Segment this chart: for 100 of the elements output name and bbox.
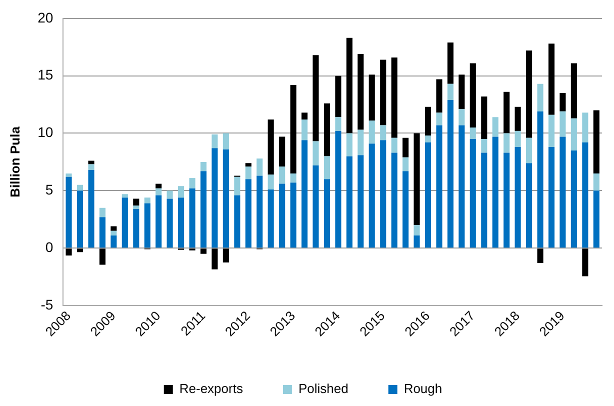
bar — [391, 138, 398, 153]
bar — [110, 226, 117, 231]
y-tick-label: 15 — [38, 66, 54, 83]
bar — [548, 114, 555, 148]
bar — [358, 130, 364, 156]
bar — [514, 106, 521, 131]
bar — [414, 225, 420, 236]
bar — [200, 171, 207, 248]
bar — [380, 140, 386, 248]
bar — [582, 112, 588, 142]
bar — [593, 173, 600, 191]
bar — [88, 170, 94, 248]
bar — [560, 111, 566, 137]
bar — [470, 63, 476, 128]
bar — [189, 188, 196, 248]
bar — [570, 118, 577, 150]
bar — [324, 103, 330, 156]
bar — [301, 140, 308, 248]
bar — [358, 155, 364, 248]
bar — [212, 134, 218, 148]
bar — [110, 235, 117, 248]
bar — [368, 144, 375, 248]
bar — [424, 142, 432, 248]
bar — [537, 248, 544, 264]
bar — [346, 38, 352, 134]
bar — [76, 190, 84, 248]
bar — [481, 152, 488, 248]
bar — [76, 184, 84, 191]
bar — [414, 235, 420, 248]
bar — [582, 142, 588, 248]
bar — [436, 79, 442, 113]
bar — [189, 178, 196, 188]
bar — [424, 136, 432, 142]
bar — [268, 190, 274, 248]
legend-label: Rough — [404, 381, 442, 396]
bar — [133, 198, 140, 206]
bar — [492, 136, 498, 248]
bar — [256, 158, 263, 176]
bar — [380, 125, 386, 140]
bar — [458, 109, 465, 126]
bar — [245, 163, 252, 167]
bar — [66, 248, 72, 256]
bar — [560, 93, 566, 112]
bar — [391, 152, 398, 248]
bar — [481, 96, 488, 139]
bar — [99, 248, 106, 265]
bar — [88, 164, 94, 170]
bar — [537, 111, 544, 248]
bar — [99, 217, 106, 248]
bar — [88, 160, 94, 164]
bar — [402, 157, 409, 172]
bar — [279, 166, 286, 184]
bar — [391, 57, 398, 138]
bar — [492, 117, 498, 137]
bar — [301, 112, 308, 120]
bar — [312, 55, 319, 142]
bar — [436, 125, 442, 248]
bar — [99, 208, 106, 218]
bar — [279, 184, 286, 248]
bar — [593, 110, 600, 174]
bar — [470, 138, 476, 248]
bar — [560, 136, 566, 248]
bar — [424, 106, 432, 136]
bar — [290, 173, 296, 183]
bar — [212, 248, 218, 270]
bar — [156, 184, 162, 188]
bar — [66, 176, 72, 248]
bar — [481, 138, 488, 153]
bar — [504, 152, 510, 248]
y-tick-label: 5 — [45, 182, 54, 198]
bar — [144, 203, 150, 248]
y-tick-label: 20 — [38, 9, 54, 26]
legend-label: Polished — [298, 381, 348, 396]
bar — [447, 84, 454, 100]
bar — [358, 54, 364, 130]
bar — [133, 206, 140, 210]
bar — [268, 119, 274, 175]
bar — [256, 176, 263, 248]
y-tick-label: 0 — [45, 238, 54, 255]
bar — [144, 198, 150, 204]
bar — [514, 147, 521, 248]
y-tick-label: -5 — [40, 296, 54, 312]
bar — [234, 195, 240, 248]
bar — [290, 182, 296, 248]
bar — [200, 248, 207, 254]
bar — [66, 173, 72, 177]
bar — [368, 74, 375, 121]
bar — [290, 85, 296, 174]
bar — [312, 165, 319, 248]
bar — [447, 100, 454, 248]
bar — [470, 128, 476, 139]
bar — [380, 60, 386, 126]
bar — [368, 120, 375, 144]
bar — [245, 179, 252, 248]
bar — [324, 179, 330, 248]
bar — [447, 42, 454, 84]
y-axis-title: Billion Pula — [7, 126, 22, 198]
bar — [335, 130, 342, 248]
bar — [166, 190, 173, 199]
bar — [279, 136, 286, 167]
